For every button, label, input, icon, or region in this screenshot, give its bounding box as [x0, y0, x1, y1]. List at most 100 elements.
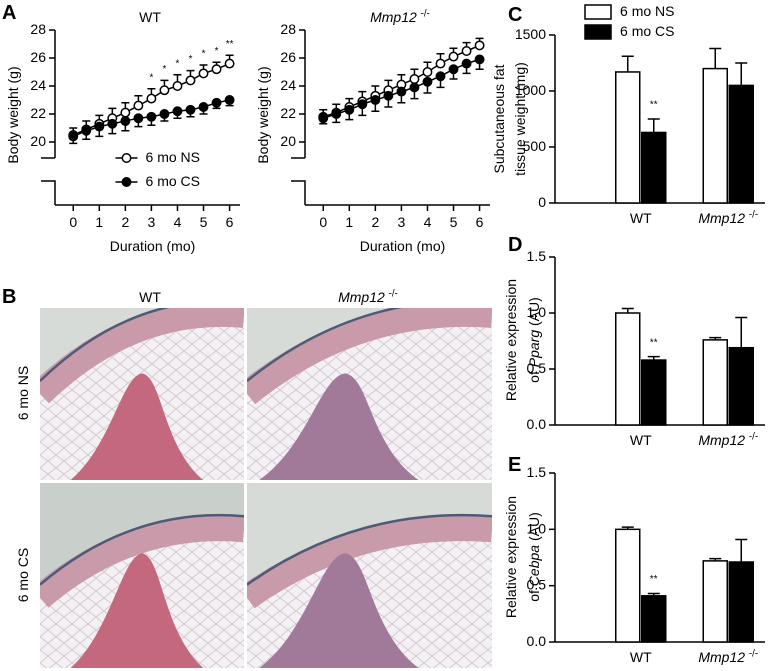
skin — [247, 515, 492, 609]
x-tick-label: Mmp12 -/- — [698, 209, 758, 226]
y-tick-label: 0.5 — [527, 360, 547, 376]
y-tick-label: 1.0 — [527, 520, 547, 536]
x-tick-label: 4 — [424, 214, 432, 230]
data-point — [172, 81, 183, 91]
data-point — [133, 113, 144, 124]
bar — [615, 71, 641, 204]
y-tick-label: 0.0 — [527, 416, 547, 432]
data-point — [198, 68, 209, 79]
significance-mark: * — [202, 48, 206, 59]
significance-mark: * — [189, 54, 193, 65]
bar — [615, 312, 641, 426]
chart-title: Mmp12 -/- — [370, 8, 430, 25]
panel-label: E — [508, 454, 521, 476]
x-tick-label: 0 — [319, 214, 327, 230]
data-point — [224, 58, 235, 69]
bar — [702, 339, 728, 426]
muscle — [70, 553, 204, 668]
histology-content — [40, 483, 244, 668]
data-point — [120, 107, 131, 118]
epidermis — [40, 308, 170, 382]
significance-mark: * — [215, 45, 219, 56]
panel-label: D — [508, 234, 522, 256]
muscle — [259, 373, 419, 480]
data-point — [68, 131, 79, 142]
y-axis-label: tissue weight (mg) — [512, 62, 528, 176]
y-axis-label: of Cebpa (AU) — [526, 512, 542, 602]
x-tick-label: WT — [630, 649, 652, 665]
y-tick-label: 20 — [280, 133, 296, 149]
y-axis-label: Subcutaneous fat — [491, 64, 507, 173]
bar — [728, 346, 754, 426]
bar — [615, 528, 641, 643]
panel-label: B — [2, 286, 16, 308]
y-axis — [41, 30, 56, 205]
data-point — [133, 100, 144, 111]
x-tick-label: 4 — [174, 214, 182, 230]
histology-column-label: Mmp12 -/- — [338, 288, 398, 305]
x-tick-label: Mmp12 -/- — [698, 648, 758, 665]
x-tick-label: 5 — [200, 214, 208, 230]
bar — [702, 67, 728, 204]
data-point — [318, 113, 329, 124]
bar — [641, 359, 667, 426]
y-axis-label: Relative expression — [503, 496, 519, 618]
data-point — [81, 125, 92, 136]
data-point — [474, 54, 485, 65]
x-axis-label: Duration (mo) — [110, 238, 196, 254]
bar — [702, 560, 728, 643]
y-tick-label: 1500 — [515, 26, 546, 42]
data-point — [185, 104, 196, 115]
data-point — [159, 109, 170, 119]
y-tick-label: 20 — [30, 133, 46, 149]
data-point — [94, 121, 105, 132]
data-point — [448, 64, 459, 75]
data-point — [120, 116, 131, 126]
data-point — [146, 93, 157, 104]
significance-mark: ** — [650, 574, 658, 585]
y-tick-label: 28 — [30, 21, 46, 37]
x-axis-label: Duration (mo) — [360, 238, 446, 254]
y-tick-label: 1.0 — [527, 304, 547, 320]
skin — [247, 308, 492, 405]
y-tick-label: 26 — [30, 49, 46, 65]
significance-mark: ** — [226, 38, 234, 49]
data-point — [224, 95, 235, 105]
y-axis-label: of Pparg (AU) — [526, 297, 542, 383]
legend-label: 6 mo NS — [146, 149, 200, 165]
histology-row-label: 6 mo CS — [15, 548, 31, 602]
histology-image — [247, 483, 492, 668]
x-tick-label: 0 — [69, 214, 77, 230]
data-point — [422, 76, 433, 87]
y-axis-label: Relative expression — [503, 279, 519, 401]
x-tick-label: WT — [630, 210, 652, 226]
data-point — [435, 71, 446, 82]
legend-swatch — [584, 24, 612, 40]
panel-label: C — [508, 4, 522, 26]
significance-mark: * — [149, 72, 153, 83]
y-tick-label: 0.0 — [527, 633, 547, 649]
histology-content — [40, 308, 244, 480]
y-axis-label: Body weight (g) — [255, 66, 271, 163]
data-point — [461, 46, 472, 56]
y-tick-label: 1.5 — [527, 464, 547, 480]
y-tick-label: 22 — [280, 105, 296, 121]
x-tick-label: WT — [630, 432, 652, 448]
histology-column-label: WT — [139, 289, 161, 305]
legend-marker — [121, 177, 132, 187]
x-tick-label: 3 — [148, 214, 156, 230]
histology-row-label: 6 mo NS — [15, 366, 31, 420]
x-tick-label: 1 — [345, 214, 353, 230]
chart-title: WT — [139, 9, 161, 25]
significance-mark: * — [163, 64, 167, 75]
x-tick-label: 6 — [476, 214, 484, 230]
epidermis — [247, 513, 492, 586]
y-tick-label: 24 — [280, 77, 296, 93]
data-point — [448, 51, 459, 62]
y-tick-label: 22 — [30, 105, 46, 121]
x-tick-label: 2 — [121, 214, 129, 230]
bar — [641, 131, 667, 204]
data-point — [409, 82, 420, 93]
data-point — [383, 90, 394, 101]
data-point — [185, 75, 196, 86]
